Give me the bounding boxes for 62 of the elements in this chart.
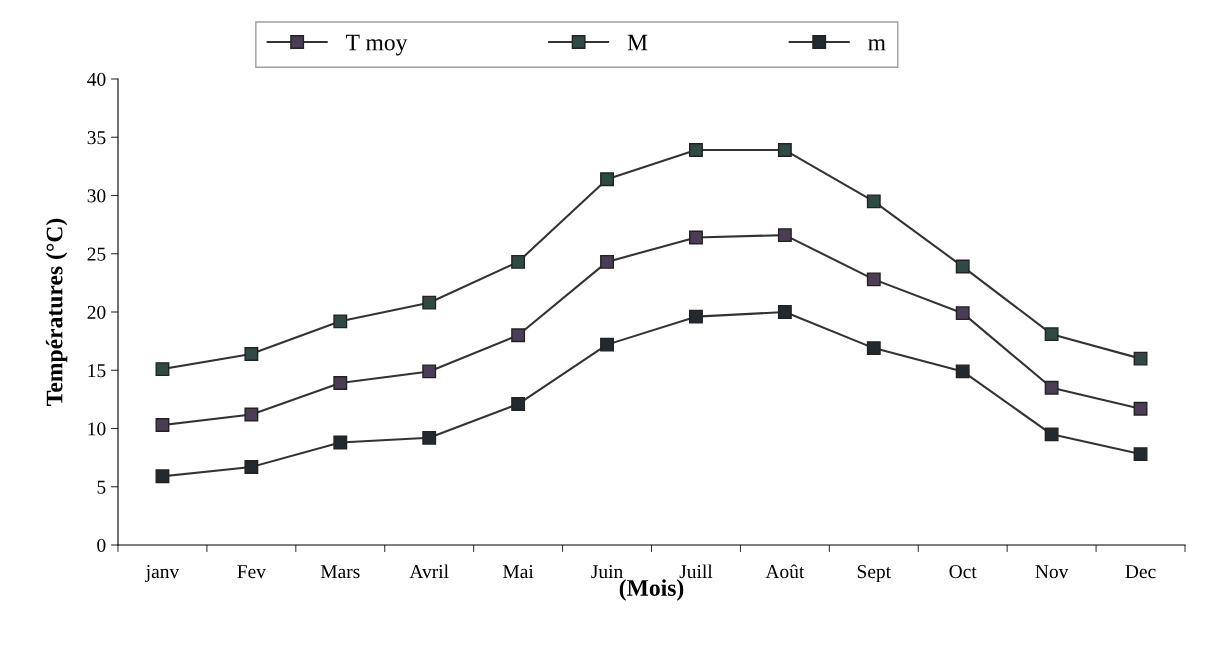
point (422, 364, 437, 379)
x-tick-label: Nov (1035, 565, 1069, 579)
point (1133, 447, 1148, 462)
point (155, 469, 170, 484)
x-tick-label: Juin (591, 565, 623, 579)
point (511, 397, 526, 411)
point (1044, 327, 1059, 342)
x-tick-label: Avril (409, 564, 449, 579)
point (866, 272, 881, 287)
x-tick-label: Sept (857, 565, 891, 583)
legend-label: m (868, 39, 886, 51)
point (1133, 351, 1148, 366)
point (777, 228, 792, 243)
point (689, 309, 703, 324)
y-tick-label: 25 (87, 247, 106, 261)
x-tick-label: Oct (949, 565, 977, 579)
y-tick-label: 10 (88, 422, 106, 436)
point (955, 259, 970, 274)
x-tick-label: Dec (1125, 565, 1156, 579)
point (777, 143, 792, 158)
x-tick-label: Mars (320, 565, 360, 579)
point (955, 364, 970, 379)
point (422, 430, 437, 445)
point (511, 254, 526, 269)
point (155, 362, 170, 377)
point (511, 328, 526, 343)
point (866, 194, 881, 209)
y-tick-label: 5 (97, 480, 106, 494)
x-tick-label: Fev (237, 565, 266, 579)
y-tick-label: 15 (88, 364, 106, 378)
point (866, 341, 881, 356)
x-tick-label: Juill (679, 564, 713, 579)
y-tick-label: 30 (87, 189, 106, 203)
point (1044, 380, 1059, 395)
point (600, 172, 614, 187)
point (333, 435, 348, 450)
legend-label: T moy (345, 34, 408, 56)
y-axis-title: Températures (°C) (45, 218, 68, 406)
point (689, 230, 703, 245)
x-tick-label: Août (765, 564, 805, 579)
point (955, 306, 970, 321)
y-tick-label: 0 (97, 538, 106, 552)
y-tick-label: 20 (87, 305, 106, 319)
point (777, 305, 792, 319)
point (1044, 427, 1059, 442)
point (155, 418, 170, 432)
x-axis-title: (Mois) (619, 579, 684, 601)
point (333, 314, 348, 329)
point (600, 254, 614, 269)
point (244, 346, 259, 361)
y-tick-label: 40 (87, 72, 106, 86)
point (689, 143, 703, 158)
point (1133, 401, 1148, 416)
point (333, 376, 348, 391)
point (244, 459, 259, 474)
legend-label: M (627, 34, 648, 51)
x-tick-label: Mai (503, 565, 534, 579)
y-tick-label: 35 (87, 131, 106, 145)
point (422, 295, 437, 310)
x-tick-label: janv (145, 565, 180, 583)
point (244, 407, 259, 422)
point (600, 337, 614, 352)
